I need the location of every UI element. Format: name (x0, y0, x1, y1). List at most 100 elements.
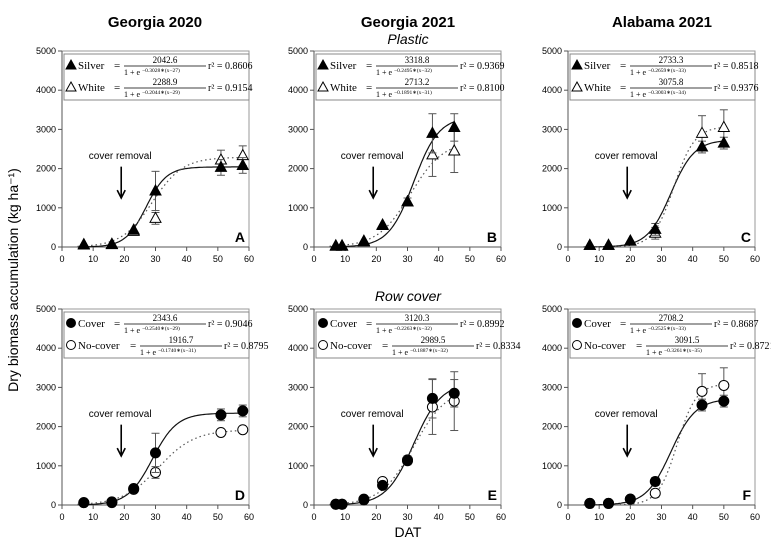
equation-denominator: 1 + e (124, 68, 141, 77)
x-tick-label: 50 (213, 254, 223, 264)
equation-denominator: 1 + e (376, 68, 393, 77)
equation-exponent: −0.1740∗(x−31) (158, 347, 196, 354)
equals-sign: = (366, 60, 372, 72)
equals-sign: = (620, 60, 626, 72)
fit-curve-white (77, 156, 243, 247)
equation-legend: Cover = 2343.61 + e −0.2540∗(x−29) r² = 0.90… (63, 311, 268, 359)
x-tick-label: 30 (402, 512, 412, 522)
data-point-silver (335, 238, 349, 251)
cover-removal-label: cover removal (595, 409, 658, 420)
y-tick-label: 2000 (36, 422, 56, 432)
equation-legend: Silver = 2042.61 + e −0.3028∗(x−27) r² = 0.8… (63, 53, 252, 101)
legend-series-name: Cover (330, 318, 357, 330)
x-tick-label: 10 (594, 512, 604, 522)
arrow-head-icon (622, 447, 632, 458)
equation-numerator: 3318.8 (405, 55, 430, 65)
column-title-1: Georgia 2021 (361, 14, 455, 31)
column-title-0: Georgia 2020 (108, 14, 202, 31)
y-tick-label: 4000 (288, 85, 308, 95)
y-tick-label: 4000 (36, 85, 56, 95)
y-tick-label: 5000 (36, 304, 56, 314)
panel-label: F (742, 487, 751, 503)
r-squared: r² = 0.8687 (714, 319, 758, 330)
x-tick-label: 40 (434, 512, 444, 522)
x-tick-label: 20 (119, 512, 129, 522)
x-tick-label: 20 (625, 254, 635, 264)
panel-F: 0 10 20 30 40 50 60 0 1000 2000 3000 4000 5000 cover … (542, 304, 771, 522)
y-tick-label: 4000 (542, 343, 562, 353)
legend-series-name: Cover (584, 318, 611, 330)
data-point-cover (106, 496, 118, 508)
column-title-2: Alabama 2021 (612, 14, 712, 31)
arrow-head-icon (116, 447, 126, 458)
legend-series-name: No-cover (330, 340, 372, 352)
y-tick-label: 1000 (288, 461, 308, 471)
y-tick-label: 0 (303, 242, 308, 252)
y-tick-label: 1000 (36, 461, 56, 471)
equation-numerator: 2733.3 (659, 55, 684, 65)
data-point-no-cover (718, 379, 730, 391)
equation-legend: Silver = 3318.81 + e −0.2495∗(x−32) r² = 0.9… (315, 53, 504, 101)
y-tick-label: 2000 (542, 422, 562, 432)
y-tick-label: 5000 (288, 304, 308, 314)
y-tick-label: 3000 (288, 124, 308, 134)
panel-C: 0 10 20 30 40 50 60 0 1000 2000 3000 4000 5000 cover … (542, 46, 760, 264)
y-tick-label: 0 (557, 500, 562, 510)
legend-marker-icon (318, 318, 328, 328)
r-squared: r² = 0.8100 (460, 83, 504, 94)
y-tick-label: 5000 (542, 304, 562, 314)
equation-exponent: −0.2659∗(x−33) (648, 67, 686, 74)
data-point-no-cover (215, 426, 227, 438)
x-tick-label: 30 (656, 512, 666, 522)
arrow-head-icon (622, 189, 632, 200)
r-squared: r² = 0.9046 (208, 319, 252, 330)
panel-label: E (488, 487, 497, 503)
data-point-cover (78, 497, 90, 509)
legend-marker-icon (572, 318, 582, 328)
x-tick-label: 50 (465, 512, 475, 522)
x-tick-label: 10 (340, 512, 350, 522)
data-point-silver (105, 237, 119, 249)
data-point-cover (336, 498, 348, 510)
data-point-cover (448, 387, 460, 399)
y-tick-label: 0 (557, 242, 562, 252)
equation-numerator: 2713.2 (405, 77, 430, 87)
x-tick-label: 60 (496, 254, 506, 264)
y-tick-label: 0 (51, 242, 56, 252)
x-tick-label: 40 (688, 254, 698, 264)
fit-curve-silver (329, 121, 455, 248)
x-tick-label: 40 (182, 512, 192, 522)
legend-box (569, 311, 756, 359)
x-tick-label: 20 (371, 512, 381, 522)
y-tick-label: 3000 (542, 124, 562, 134)
data-point-silver (376, 218, 389, 230)
legend-series-name: Silver (78, 60, 105, 72)
legend-series-name: No-cover (78, 340, 120, 352)
legend-marker-icon (65, 80, 77, 92)
equals-sign: = (366, 318, 372, 330)
equation-denominator: 1 + e (630, 90, 647, 99)
legend-marker-icon (66, 340, 76, 350)
fit-curve-white (329, 147, 455, 247)
y-tick-label: 3000 (36, 124, 56, 134)
fit-curve-cover (77, 412, 243, 506)
cover-removal-label: cover removal (341, 151, 404, 162)
x-tick-label: 60 (244, 254, 254, 264)
equation-numerator: 2989.5 (421, 335, 446, 345)
fit-curve-no-cover (77, 429, 243, 505)
data-point-cover (215, 409, 227, 421)
equation-denominator: 1 + e (630, 68, 647, 77)
legend-marker-icon (65, 58, 77, 70)
data-point-white (447, 143, 461, 156)
r-squared: r² = 0.8518 (714, 61, 758, 72)
legend-series-name: White (584, 82, 611, 94)
x-tick-label: 60 (750, 512, 760, 522)
equation-exponent: −0.2495∗(x−32) (394, 67, 432, 74)
x-tick-label: 0 (565, 512, 570, 522)
data-point-silver (623, 234, 637, 246)
r-squared: r² = 0.8334 (476, 341, 520, 352)
legend-marker-icon (572, 340, 582, 350)
equation-numerator: 2708.2 (659, 313, 684, 323)
equation-legend: Silver = 2733.31 + e −0.2659∗(x−33) r² = 0.8… (569, 53, 758, 101)
cover-removal-label: cover removal (341, 409, 404, 420)
